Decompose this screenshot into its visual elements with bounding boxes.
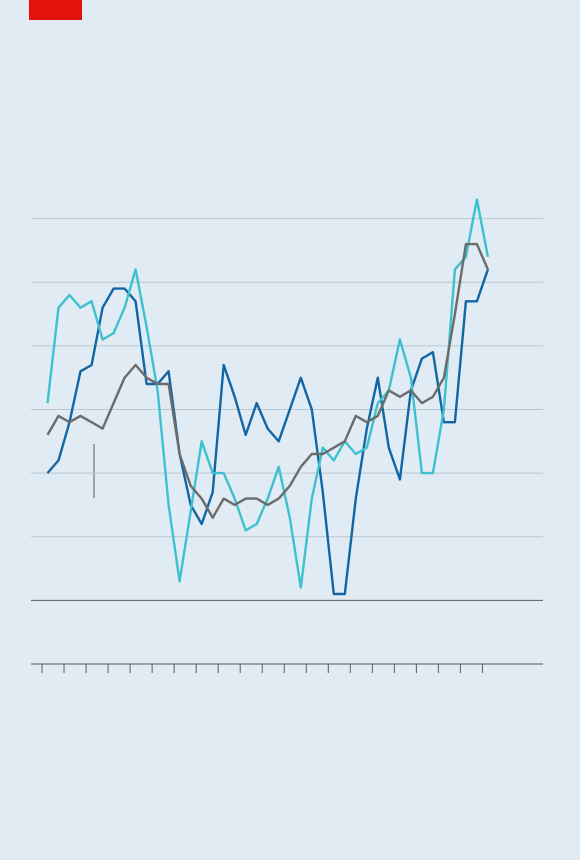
series-line (46, 198, 490, 589)
series-line (46, 242, 490, 519)
series-line (46, 269, 490, 596)
brand-tag (29, 0, 82, 20)
